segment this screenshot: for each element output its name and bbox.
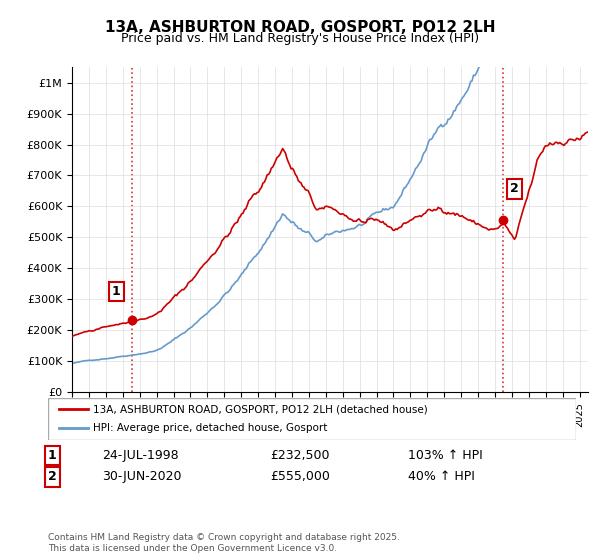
Text: 30-JUN-2020: 30-JUN-2020 (102, 470, 182, 483)
Text: 13A, ASHBURTON ROAD, GOSPORT, PO12 2LH (detached house): 13A, ASHBURTON ROAD, GOSPORT, PO12 2LH (… (93, 404, 428, 414)
FancyBboxPatch shape (48, 398, 576, 440)
Text: £555,000: £555,000 (270, 470, 330, 483)
Text: 1: 1 (112, 286, 121, 298)
Text: 1: 1 (48, 449, 57, 462)
Text: 2: 2 (510, 183, 519, 195)
Text: HPI: Average price, detached house, Gosport: HPI: Average price, detached house, Gosp… (93, 423, 327, 433)
Text: Contains HM Land Registry data © Crown copyright and database right 2025.
This d: Contains HM Land Registry data © Crown c… (48, 533, 400, 553)
Text: 24-JUL-1998: 24-JUL-1998 (102, 449, 179, 462)
Text: £232,500: £232,500 (270, 449, 329, 462)
Text: Price paid vs. HM Land Registry's House Price Index (HPI): Price paid vs. HM Land Registry's House … (121, 32, 479, 45)
Text: 13A, ASHBURTON ROAD, GOSPORT, PO12 2LH: 13A, ASHBURTON ROAD, GOSPORT, PO12 2LH (105, 20, 495, 35)
Text: 103% ↑ HPI: 103% ↑ HPI (408, 449, 483, 462)
Text: 40% ↑ HPI: 40% ↑ HPI (408, 470, 475, 483)
Text: 2: 2 (48, 470, 57, 483)
